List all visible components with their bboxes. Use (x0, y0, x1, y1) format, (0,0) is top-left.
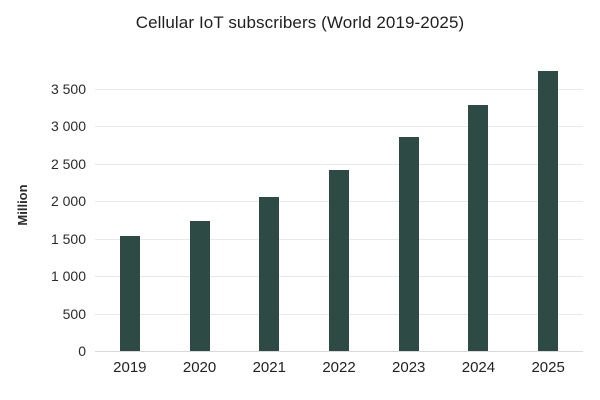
y-tick-label: 500 (62, 305, 86, 322)
x-axis-baseline (95, 351, 583, 352)
plot-area (95, 66, 583, 352)
y-tick-label: 3 000 (50, 118, 86, 134)
x-tick-label: 2025 (531, 359, 565, 376)
bar-2023 (398, 136, 419, 351)
bar-2020 (189, 220, 210, 351)
y-tick-label: 2 500 (50, 155, 86, 172)
y-tick-label: 3 500 (50, 80, 86, 97)
x-tick-label: 2022 (322, 359, 356, 376)
gridline (95, 126, 583, 127)
x-tick-label: 2021 (252, 359, 286, 376)
x-tick-label: 2019 (113, 359, 147, 376)
bar-2022 (329, 169, 349, 351)
x-tick-label: 2023 (392, 359, 426, 376)
y-tick-label: 1 500 (50, 230, 86, 247)
gridline (95, 163, 583, 165)
bar-2021 (259, 196, 280, 351)
x-tick-label: 2024 (461, 359, 496, 376)
y-tick-label: 2 000 (50, 193, 86, 209)
gridline (95, 88, 583, 90)
x-tick-label: 2020 (182, 359, 217, 376)
y-tick-label: 1 000 (50, 268, 86, 284)
bar-2025 (538, 70, 559, 351)
bar-2024 (468, 105, 489, 351)
chart-title: Cellular IoT subscribers (World 2019-202… (135, 13, 465, 32)
y-tick-label: 0 (78, 343, 86, 359)
bar-2019 (119, 236, 140, 351)
